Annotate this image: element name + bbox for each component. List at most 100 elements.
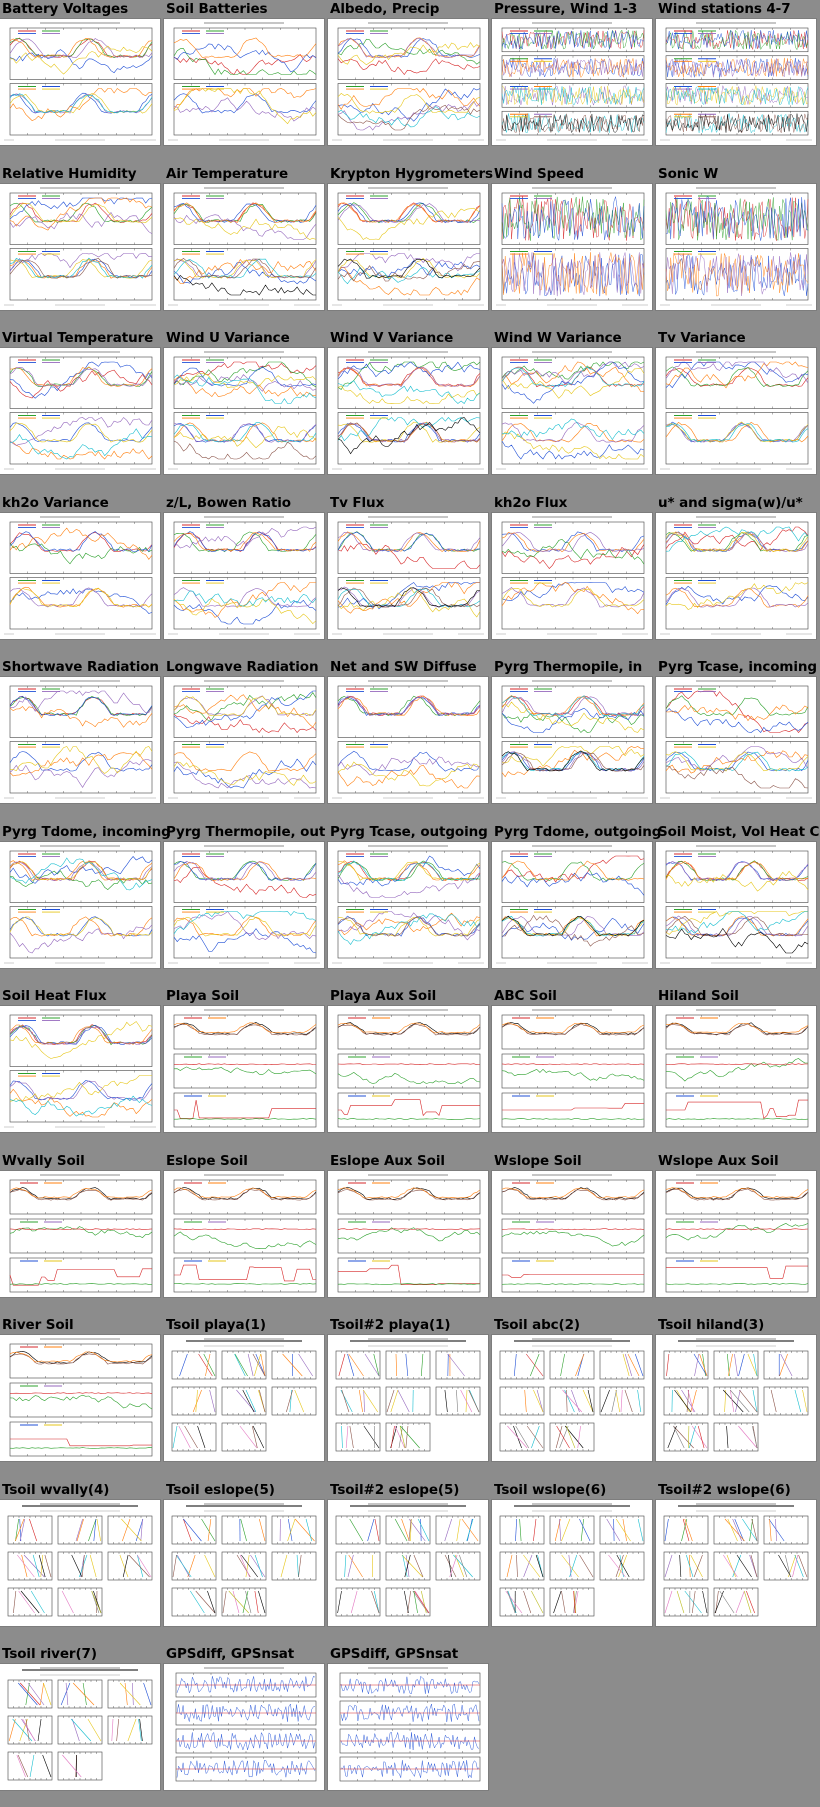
plot-thumbnail-link[interactable] <box>656 513 816 639</box>
plot-thumbnail-image <box>656 19 816 145</box>
chart-panel <box>502 249 644 301</box>
plot-thumbnail-link[interactable] <box>328 184 488 310</box>
chart-panel <box>174 84 316 136</box>
plot-thumbnail-link[interactable] <box>492 842 652 968</box>
plot-cell: Wslope Aux Soil <box>656 1152 816 1314</box>
plot-thumbnail-link[interactable] <box>656 677 816 803</box>
plot-thumbnail-link[interactable] <box>328 19 488 145</box>
plot-thumbnail-link[interactable] <box>656 19 816 145</box>
profile-panel <box>336 1552 380 1580</box>
plot-thumbnail-image <box>164 513 324 639</box>
plot-thumbnail-image <box>164 1171 324 1297</box>
plot-thumbnail-link[interactable] <box>164 842 324 968</box>
plot-thumbnail-link[interactable] <box>492 677 652 803</box>
chart-panel <box>174 907 316 959</box>
chart-panel <box>10 84 152 136</box>
plot-title: River Soil <box>2 1316 74 1334</box>
plot-thumbnail-link[interactable] <box>492 184 652 310</box>
plot-thumbnail-link[interactable] <box>656 1171 816 1297</box>
plot-thumbnail-link[interactable] <box>328 1664 488 1790</box>
plot-thumbnail-link[interactable] <box>164 1500 324 1626</box>
plot-thumbnail-link[interactable] <box>164 1335 324 1461</box>
plot-thumbnail-image <box>492 1171 652 1297</box>
plot-title: Air Temperature <box>166 165 288 183</box>
plot-thumbnail-link[interactable] <box>492 19 652 145</box>
plot-thumbnail-link[interactable] <box>492 1171 652 1297</box>
soil-panel <box>338 1258 480 1292</box>
profile-panel <box>336 1588 380 1616</box>
chart-panel <box>666 742 808 794</box>
plot-thumbnail-link[interactable] <box>164 1006 324 1132</box>
plot-thumbnail-link[interactable] <box>164 348 324 474</box>
plot-cell: Playa Soil <box>164 987 324 1149</box>
plot-title: Wslope Soil <box>494 1152 582 1170</box>
plot-thumbnail-image <box>0 1335 160 1461</box>
plot-thumbnail-link[interactable] <box>164 677 324 803</box>
plot-thumbnail-image <box>492 677 652 803</box>
plot-thumbnail-link[interactable] <box>328 677 488 803</box>
profile-panel <box>500 1351 544 1379</box>
plot-thumbnail-link[interactable] <box>0 677 160 803</box>
plot-thumbnail-link[interactable] <box>328 1335 488 1461</box>
plot-thumbnail-link[interactable] <box>656 1006 816 1132</box>
plot-title: Shortwave Radiation <box>2 658 159 676</box>
plot-thumbnail-link[interactable] <box>328 842 488 968</box>
plot-thumbnail-link[interactable] <box>0 19 160 145</box>
plot-title: Soil Moist, Vol Heat Cap <box>658 823 820 841</box>
plot-title: Tsoil#2 wslope(6) <box>658 1481 791 1499</box>
plot-thumbnail-link[interactable] <box>0 513 160 639</box>
plot-thumbnail-link[interactable] <box>0 842 160 968</box>
plot-cell: Eslope Soil <box>164 1152 324 1314</box>
profile-panel <box>172 1588 216 1616</box>
chart-panel <box>174 413 316 465</box>
plot-thumbnail-link[interactable] <box>492 1006 652 1132</box>
chart-panel <box>10 742 152 794</box>
plot-thumbnail-link[interactable] <box>164 184 324 310</box>
plot-thumbnail-link[interactable] <box>0 1171 160 1297</box>
profile-panel <box>386 1516 430 1544</box>
plot-thumbnail-link[interactable] <box>656 1335 816 1461</box>
plot-thumbnail-link[interactable] <box>164 513 324 639</box>
plot-thumbnail-link[interactable] <box>656 842 816 968</box>
chart-panel <box>174 851 316 903</box>
profile-panel <box>436 1387 480 1415</box>
plot-cell: Pyrg Tdome, incoming <box>0 823 160 985</box>
profile-panel <box>172 1387 216 1415</box>
plot-thumbnail-link[interactable] <box>328 1006 488 1132</box>
plot-thumbnail-link[interactable] <box>0 1006 160 1132</box>
plot-thumbnail-image <box>328 842 488 968</box>
plot-thumbnail-image <box>0 842 160 968</box>
plot-thumbnail-link[interactable] <box>0 1500 160 1626</box>
plot-thumbnail-link[interactable] <box>656 184 816 310</box>
profile-panel <box>108 1552 152 1580</box>
plot-thumbnail-link[interactable] <box>328 1500 488 1626</box>
plot-thumbnail-link[interactable] <box>0 348 160 474</box>
plot-thumbnail-link[interactable] <box>164 1664 324 1790</box>
plot-thumbnail-link[interactable] <box>164 19 324 145</box>
plot-thumbnail-image <box>328 184 488 310</box>
chart-panel <box>666 84 808 108</box>
plot-thumbnail-link[interactable] <box>328 513 488 639</box>
plot-thumbnail-link[interactable] <box>492 513 652 639</box>
plot-cell: Pyrg Tcase, outgoing <box>328 823 488 985</box>
plot-cell: Longwave Radiation <box>164 658 324 820</box>
profile-panel <box>436 1552 480 1580</box>
plot-thumbnail-link[interactable] <box>0 184 160 310</box>
plot-thumbnail-link[interactable] <box>492 1500 652 1626</box>
plot-cell: ABC Soil <box>492 987 652 1149</box>
plot-thumbnail-image <box>656 842 816 968</box>
plot-cell: z/L, Bowen Ratio <box>164 494 324 656</box>
soil-panel <box>502 1258 644 1292</box>
soil-panel <box>666 1219 808 1253</box>
plot-thumbnail-link[interactable] <box>328 1171 488 1297</box>
plot-thumbnail-link[interactable] <box>492 1335 652 1461</box>
plot-thumbnail-link[interactable] <box>0 1335 160 1461</box>
plot-thumbnail-link[interactable] <box>328 348 488 474</box>
plot-thumbnail-link[interactable] <box>656 348 816 474</box>
plot-thumbnail-link[interactable] <box>164 1171 324 1297</box>
plot-thumbnail-link[interactable] <box>0 1664 160 1790</box>
soil-panel <box>502 1093 644 1127</box>
plot-thumbnail-link[interactable] <box>656 1500 816 1626</box>
plot-thumbnail-link[interactable] <box>492 348 652 474</box>
